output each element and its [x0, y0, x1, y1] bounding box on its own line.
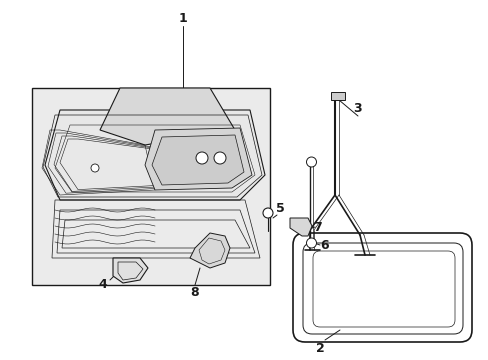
Circle shape — [306, 238, 316, 248]
Text: 2: 2 — [315, 342, 324, 355]
Circle shape — [91, 164, 99, 172]
Circle shape — [196, 152, 207, 164]
Polygon shape — [100, 88, 235, 145]
Text: 6: 6 — [320, 239, 328, 252]
Text: 4: 4 — [99, 279, 107, 292]
Polygon shape — [45, 110, 264, 200]
Polygon shape — [32, 88, 269, 285]
Circle shape — [263, 208, 272, 218]
Text: 7: 7 — [313, 220, 322, 234]
Polygon shape — [152, 135, 244, 185]
Polygon shape — [190, 233, 229, 268]
Circle shape — [214, 152, 225, 164]
Circle shape — [306, 157, 316, 167]
Polygon shape — [113, 258, 148, 283]
FancyBboxPatch shape — [292, 233, 471, 342]
Text: 8: 8 — [190, 285, 199, 298]
Polygon shape — [145, 128, 251, 190]
Polygon shape — [330, 92, 345, 100]
Text: 3: 3 — [353, 102, 362, 114]
Text: 1: 1 — [178, 12, 187, 24]
Text: 5: 5 — [275, 202, 284, 215]
Polygon shape — [289, 218, 311, 236]
